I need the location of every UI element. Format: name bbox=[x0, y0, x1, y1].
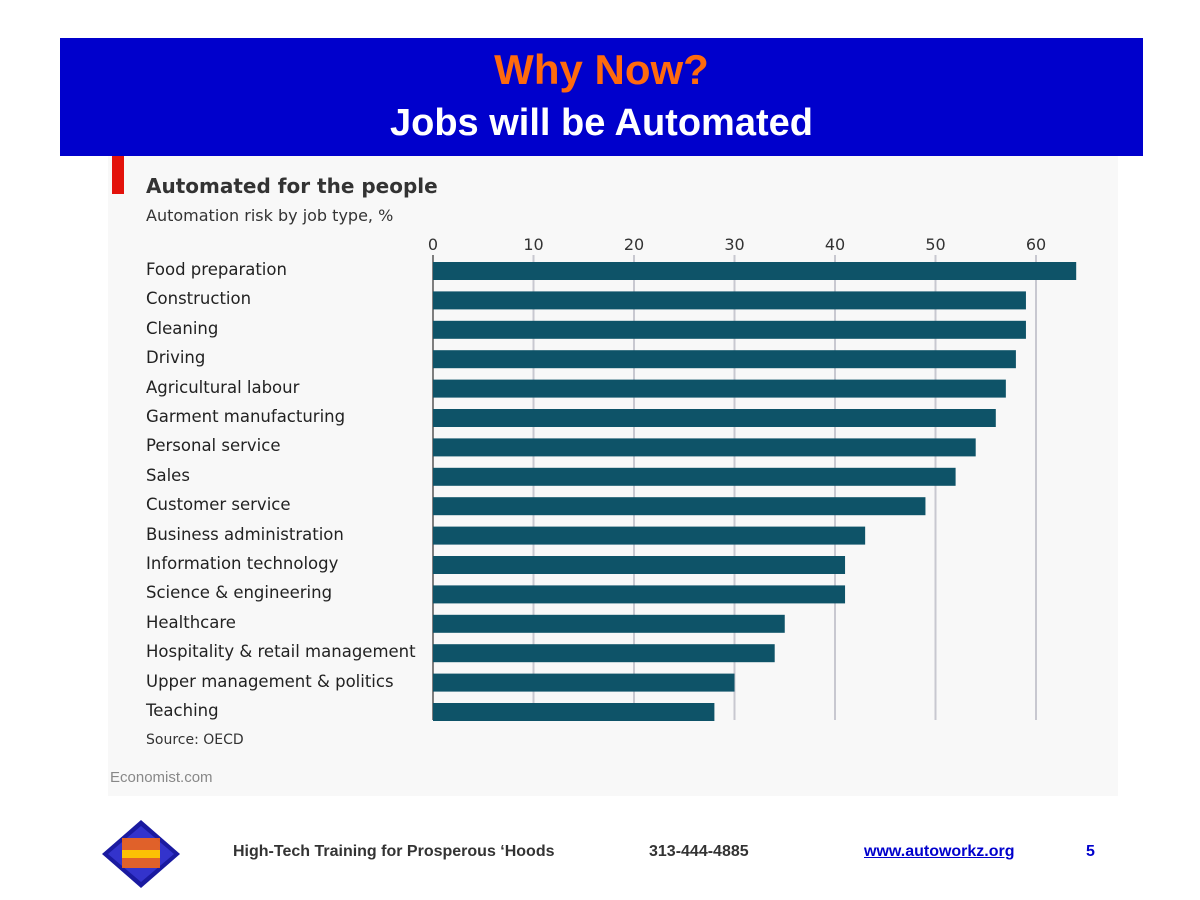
category-label: Customer service bbox=[146, 495, 291, 515]
category-label: Healthcare bbox=[146, 612, 236, 632]
category-label: Construction bbox=[146, 289, 252, 309]
category-label: Sales bbox=[146, 465, 190, 485]
tick-label-0: 0 bbox=[428, 235, 438, 254]
footer-website-link[interactable]: www.autoworkz.org bbox=[864, 843, 1015, 860]
tick-label-10: 10 bbox=[523, 235, 543, 254]
slide-subtitle: Jobs will be Automated bbox=[390, 102, 813, 144]
chart-source: Source: OECD bbox=[146, 732, 244, 748]
bar-business-administration bbox=[433, 526, 866, 545]
bar-personal-service bbox=[433, 438, 976, 457]
tick-label-40: 40 bbox=[825, 235, 845, 254]
category-label: Business administration bbox=[146, 524, 344, 544]
bar-hospitality-retail-management bbox=[433, 644, 775, 663]
category-label: Science & engineering bbox=[146, 583, 333, 603]
footer-tagline: High-Tech Training for Prosperous ‘Hoods bbox=[233, 843, 555, 860]
category-label: Cleaning bbox=[146, 318, 219, 338]
economist-red-tag bbox=[112, 156, 124, 194]
bar-driving bbox=[433, 350, 1016, 369]
category-label: Information technology bbox=[146, 554, 339, 573]
bar-teaching bbox=[433, 703, 715, 721]
bar-customer-service bbox=[433, 497, 926, 516]
bar-information-technology bbox=[433, 556, 846, 574]
title-banner: Why Now? Jobs will be Automated bbox=[60, 38, 1143, 156]
bar-agricultural-labour bbox=[433, 379, 1006, 398]
tick-label-60: 60 bbox=[1026, 235, 1046, 254]
bar-construction bbox=[433, 291, 1026, 310]
slide-title: Why Now? bbox=[494, 46, 709, 93]
bar-food-preparation bbox=[433, 262, 1077, 280]
category-label: Upper management & politics bbox=[146, 671, 394, 691]
tick-label-30: 30 bbox=[724, 235, 744, 254]
bar-cleaning bbox=[433, 320, 1026, 339]
bar-sales bbox=[433, 467, 956, 486]
bar-healthcare bbox=[433, 614, 785, 633]
autoworkz-diamond-logo-icon bbox=[102, 820, 180, 888]
chart-subtitle: Automation risk by job type, % bbox=[146, 206, 394, 225]
category-label: Garment manufacturing bbox=[146, 407, 346, 426]
category-label: Food preparation bbox=[146, 260, 287, 279]
category-label: Teaching bbox=[146, 701, 219, 720]
category-label: Agricultural labour bbox=[146, 377, 300, 397]
footer-phone: 313-444-4885 bbox=[649, 843, 749, 860]
attribution-text: Economist.com bbox=[110, 769, 213, 786]
tick-label-50: 50 bbox=[925, 235, 945, 254]
category-label: Personal service bbox=[146, 436, 281, 456]
bar-upper-management-politics bbox=[433, 673, 735, 692]
category-label: Driving bbox=[146, 348, 206, 368]
bar-garment-manufacturing bbox=[433, 409, 996, 427]
category-label: Hospitality & retail management bbox=[146, 642, 416, 662]
tick-label-20: 20 bbox=[624, 235, 644, 254]
chart-title: Automated for the people bbox=[146, 174, 438, 198]
bar-science-engineering bbox=[433, 585, 846, 604]
page-number: 5 bbox=[1086, 843, 1095, 860]
